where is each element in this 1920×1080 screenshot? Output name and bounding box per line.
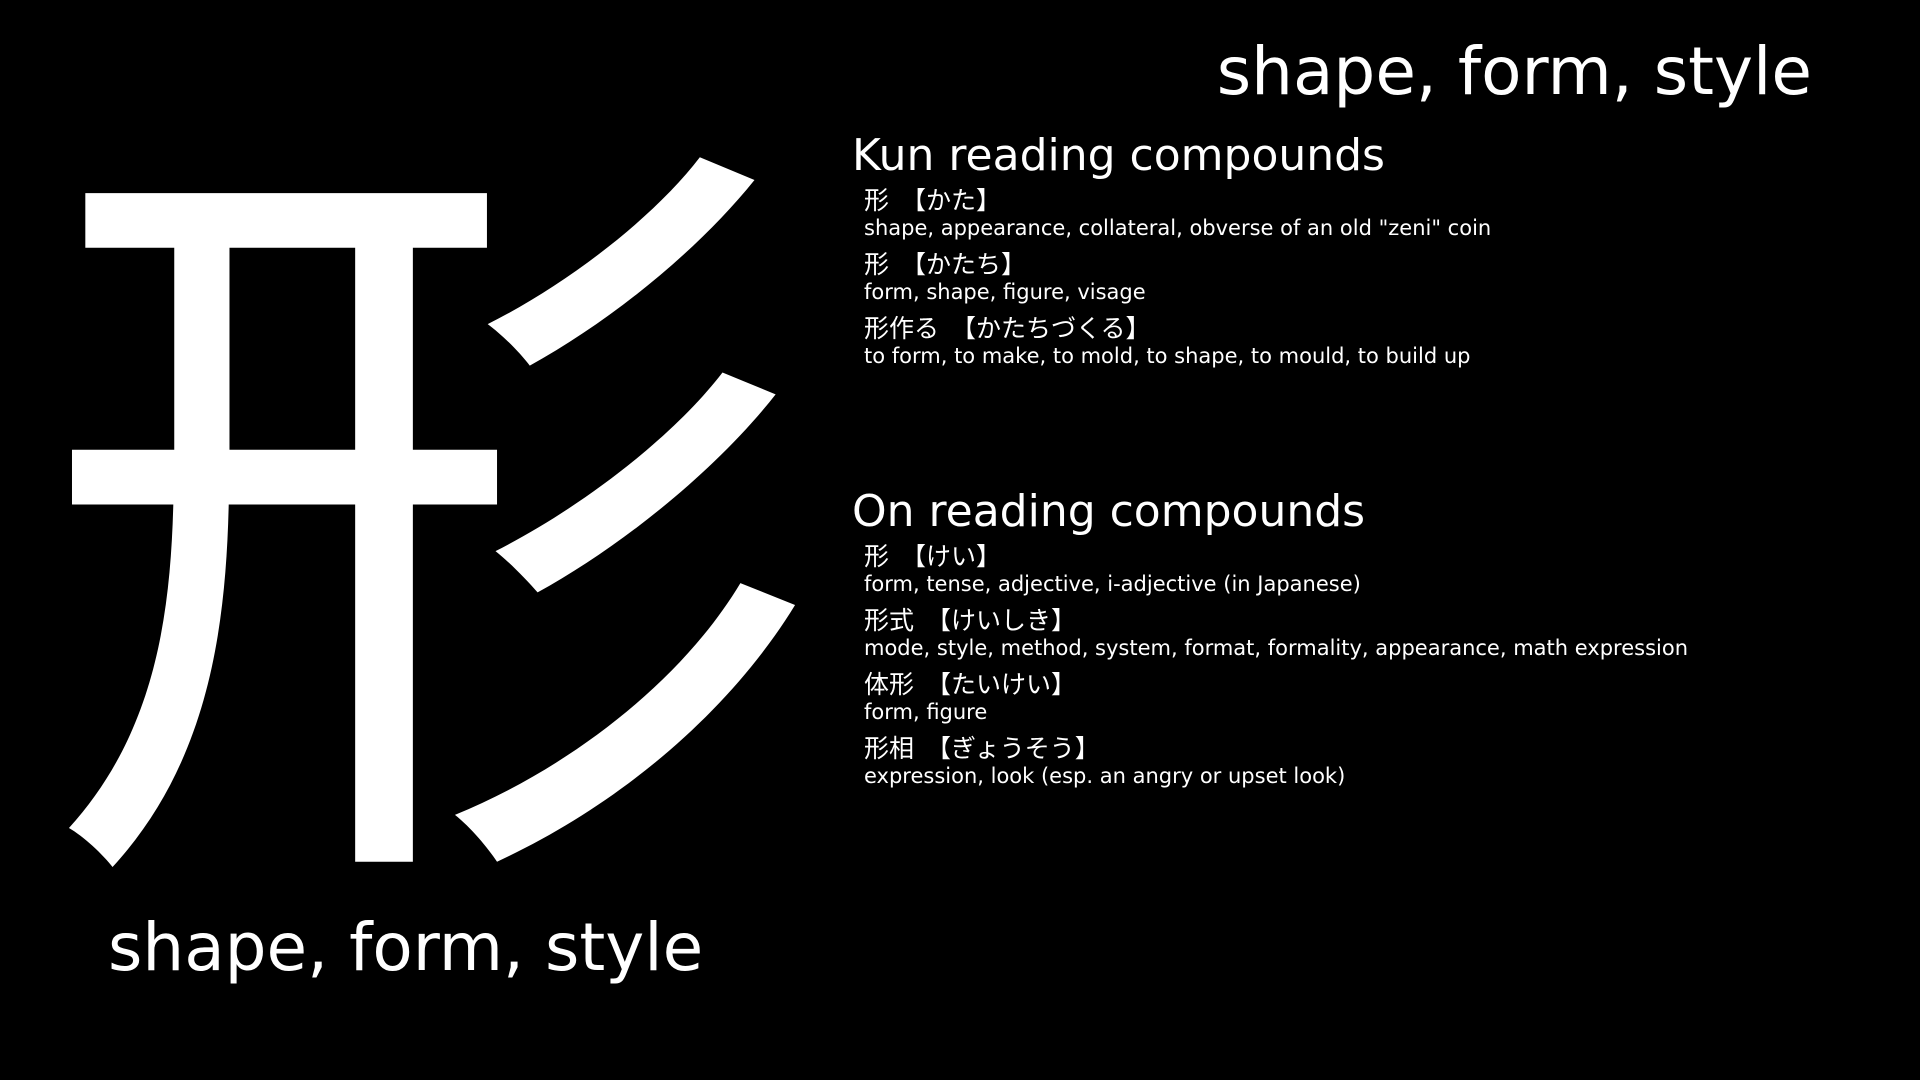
entry-reading: 【たいけい】 xyxy=(926,670,1077,699)
entry-gloss: form, tense, adjective, i-adjective (in … xyxy=(864,572,1361,596)
entry-reading: 【かたち】 xyxy=(901,250,1027,279)
entry-gloss: form, shape, figure, visage xyxy=(864,280,1146,304)
on-entry: 形相 【ぎょうそう】 expression, look (esp. an angr… xyxy=(852,734,1688,788)
on-section-heading: On reading compounds xyxy=(852,486,1366,537)
entry-word: 形 xyxy=(864,250,890,279)
kun-reading-section: Kun reading compounds 形【かた】 shape, appea… xyxy=(852,128,1491,378)
entry-reading: 【ぎょうそう】 xyxy=(926,734,1100,763)
kun-entry: 形作る 【かたちづくる】 to form, to make, to mold, t… xyxy=(852,314,1491,368)
entry-gloss: form, figure xyxy=(864,700,988,724)
on-entry: 形【けい】 form, tense, adjective, i-adjectiv… xyxy=(852,542,1688,596)
entry-reading: 【かた】 xyxy=(901,186,1002,215)
entry-head: 形【けい】 xyxy=(864,542,1688,572)
entry-gloss: mode, style, method, system, format, for… xyxy=(864,636,1689,660)
on-entry: 形式 【けいしき】 mode, style, method, system, fo… xyxy=(852,606,1688,660)
entry-word: 体形 xyxy=(864,670,915,699)
entry-word: 形作る xyxy=(864,314,940,343)
entry-head: 形作る 【かたちづくる】 xyxy=(864,314,1491,344)
entry-word: 形 xyxy=(864,542,890,571)
kun-section-heading: Kun reading compounds xyxy=(852,130,1385,181)
kanji-character: 形 xyxy=(40,76,820,984)
kun-entry: 形【かた】 shape, appearance, collateral, obv… xyxy=(852,186,1491,240)
entry-reading: 【けい】 xyxy=(901,542,1002,571)
entry-head: 形相 【ぎょうそう】 xyxy=(864,734,1688,764)
meaning-caption: shape, form, style xyxy=(108,909,704,986)
entry-word: 形 xyxy=(864,186,890,215)
entry-word: 形式 xyxy=(864,606,915,635)
entry-word: 形相 xyxy=(864,734,915,763)
on-reading-section: On reading compounds 形【けい】 form, tense, … xyxy=(852,484,1688,798)
entry-head: 体形 【たいけい】 xyxy=(864,670,1688,700)
entry-head: 形【かたち】 xyxy=(864,250,1491,280)
entry-head: 形【かた】 xyxy=(864,186,1491,216)
meaning-title: shape, form, style xyxy=(1216,33,1812,110)
entry-gloss: shape, appearance, collateral, obverse o… xyxy=(864,216,1492,240)
entry-head: 形式 【けいしき】 xyxy=(864,606,1688,636)
kun-entry: 形【かたち】 form, shape, figure, visage xyxy=(852,250,1491,304)
entry-reading: 【けいしき】 xyxy=(926,606,1077,635)
entry-gloss: to form, to make, to mold, to shape, to … xyxy=(864,344,1471,368)
entry-gloss: expression, look (esp. an angry or upset… xyxy=(864,764,1346,788)
on-entry: 体形 【たいけい】 form, figure xyxy=(852,670,1688,724)
entry-reading: 【かたちづくる】 xyxy=(951,314,1151,343)
